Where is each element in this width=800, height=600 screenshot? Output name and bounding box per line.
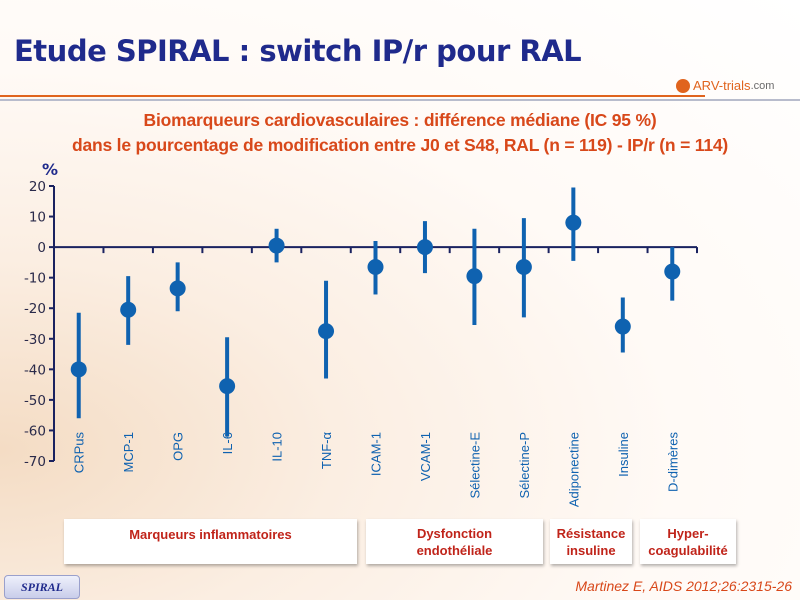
slide-title: Etude SPIRAL : switch IP/r pour RAL	[14, 34, 582, 68]
group-endothelial: Dysfonction endothéliale	[366, 519, 543, 564]
arv-trials-logo: ARV-trials .com	[676, 78, 774, 93]
y-tick-label: -50	[24, 393, 46, 409]
y-tick-label: -40	[24, 362, 46, 378]
y-tick-label: -20	[24, 301, 46, 317]
category-label: D-dimères	[665, 432, 680, 492]
category-label: IL-10	[270, 432, 285, 462]
median-point	[169, 280, 186, 297]
y-tick-label: -10	[24, 271, 46, 287]
category-label: ICAM-1	[369, 432, 384, 476]
category-label: IL-6	[220, 432, 235, 454]
median-point	[565, 214, 582, 231]
category-label: Insuline	[616, 432, 631, 477]
median-point	[367, 258, 384, 275]
median-point	[268, 237, 285, 254]
pill-icon	[676, 78, 690, 93]
category-label: CRPus	[72, 432, 87, 474]
y-tick-label: -60	[24, 423, 46, 439]
category-label: Adiponectine	[566, 432, 581, 507]
logo-text: ARV-trials	[693, 78, 751, 93]
header-divider-orange	[0, 95, 705, 97]
median-point	[515, 258, 532, 275]
chart-title: Biomarqueurs cardiovasculaires : différe…	[143, 110, 657, 130]
category-label: OPG	[171, 432, 186, 461]
category-label: VCAM-1	[418, 432, 433, 481]
median-point	[614, 318, 631, 335]
y-tick-label: -70	[24, 454, 46, 470]
category-label: Sélectine-E	[467, 432, 482, 499]
median-point	[70, 361, 87, 378]
logo-suffix: .com	[750, 79, 775, 92]
spiral-badge: SPIRAL	[4, 575, 80, 599]
category-label: TNF-α	[319, 432, 334, 470]
median-point	[120, 301, 137, 318]
header-divider-gray	[0, 99, 800, 101]
y-tick-label: 20	[29, 179, 46, 195]
median-point	[416, 239, 433, 256]
y-tick-label: 0	[37, 240, 46, 256]
median-point	[664, 263, 681, 280]
median-point	[466, 268, 483, 285]
group-hypercoagulability: Hyper-coagulabilité	[640, 519, 736, 564]
median-point	[318, 323, 335, 340]
reference: Martinez E, AIDS 2012;26:2315-26	[575, 578, 792, 594]
median-point	[219, 378, 236, 395]
y-tick-label: 10	[29, 210, 46, 226]
group-insulin-resistance: Résistance insuline	[550, 519, 632, 564]
y-axis-label: %	[42, 160, 58, 179]
category-label: MCP-1	[121, 432, 136, 472]
y-tick-label: -30	[24, 332, 46, 348]
group-inflammatory: Marqueurs inflammatoires	[64, 519, 357, 564]
category-label: Sélectine-P	[517, 432, 532, 498]
chart-subtitle: dans le pourcentage de modification entr…	[71, 135, 729, 155]
